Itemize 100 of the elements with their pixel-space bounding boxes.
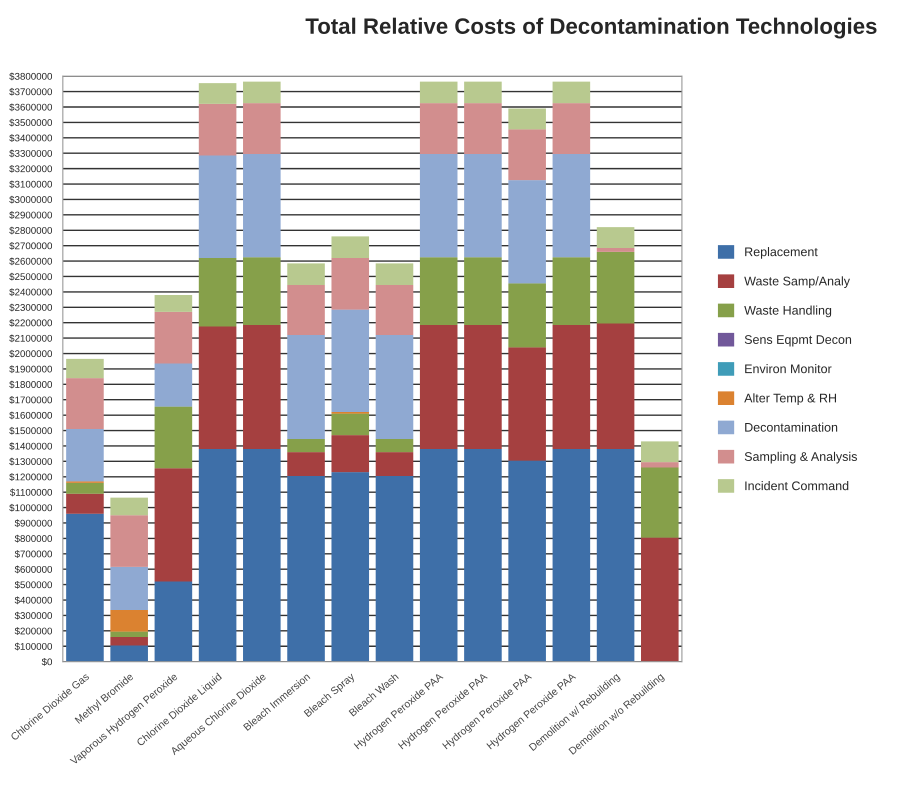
bar (287, 476, 325, 662)
bar (331, 236, 370, 258)
bar (552, 257, 590, 326)
y-tick-label: $3800000 (9, 72, 52, 80)
legend-label: Waste Handling (744, 306, 832, 318)
bar (66, 429, 104, 482)
bar (331, 310, 370, 412)
chart-title: Total Relative Costs of Decontamination Technologies (306, 18, 877, 38)
bar (596, 449, 634, 662)
bar (287, 335, 325, 440)
bar (508, 129, 546, 180)
bar (66, 494, 104, 514)
y-tick-label: $2900000 (9, 211, 52, 220)
bar (198, 326, 236, 450)
bar (110, 610, 148, 632)
bar (198, 258, 236, 327)
bar (331, 258, 370, 310)
y-tick-label: $1500000 (9, 426, 52, 435)
bar (243, 82, 281, 104)
bar (287, 439, 325, 452)
y-tick-label: $500000 (14, 580, 52, 589)
bar (243, 154, 281, 258)
bar (508, 283, 546, 348)
y-tick-label: $1200000 (9, 473, 52, 481)
y-tick-label: $2200000 (9, 319, 52, 327)
y-tick-label: $1300000 (9, 458, 52, 466)
legend-label: Waste Samp/Analy (744, 276, 850, 288)
bar (154, 406, 192, 468)
bar (596, 227, 634, 248)
y-tick-label: $200000 (14, 627, 52, 636)
y-tick-label: $1600000 (9, 411, 52, 420)
y-tick-label: $2100000 (9, 334, 52, 342)
y-tick-label: $3500000 (9, 118, 52, 127)
bar (198, 83, 236, 104)
y-tick-label: $1400000 (9, 442, 52, 450)
bar (376, 335, 414, 440)
bar (287, 263, 325, 285)
bar (420, 325, 458, 450)
bar (508, 460, 546, 662)
bar (464, 449, 502, 662)
bar (641, 462, 679, 468)
legend-label: Incident Command (745, 481, 848, 490)
bar (420, 82, 458, 104)
legend-label: Sampling & Analysis (744, 452, 857, 464)
y-tick-label: $1800000 (9, 380, 52, 389)
y-tick-label: $2300000 (9, 304, 52, 312)
legend-label: Environ Monitor (745, 364, 832, 374)
y-tick-label: $900000 (14, 519, 52, 528)
bar (641, 538, 679, 662)
bar (596, 252, 634, 324)
y-tick-label: $400000 (14, 596, 52, 604)
bar (464, 257, 502, 326)
bar (331, 472, 370, 662)
bar (420, 154, 458, 258)
bar (66, 482, 104, 494)
bar (287, 452, 325, 476)
y-tick-label: $0 (42, 658, 52, 666)
bar (508, 347, 546, 461)
y-tick-label: $1100000 (10, 488, 52, 496)
y-tick-label: $2400000 (9, 288, 52, 296)
bar (420, 257, 458, 326)
bar (508, 180, 546, 284)
bar (331, 435, 370, 472)
bar (552, 154, 590, 258)
bar (66, 358, 104, 378)
y-tick-label: $800000 (14, 534, 52, 543)
y-tick-label: $2500000 (9, 272, 52, 281)
legend-label: Replacement (745, 247, 818, 259)
bar (464, 103, 502, 154)
bar (552, 103, 590, 154)
y-tick-label: $2000000 (9, 350, 52, 358)
bar (110, 637, 148, 646)
bar (331, 414, 370, 436)
y-tick-label: $3600000 (9, 103, 52, 112)
bar (154, 582, 192, 662)
bar (154, 364, 192, 407)
y-tick-label: $2700000 (9, 242, 52, 250)
bar (154, 468, 192, 582)
y-tick-label: $300000 (14, 612, 52, 620)
legend-label: Decontamination (745, 422, 838, 432)
legend-label: Alter Temp & RH (744, 393, 836, 405)
bar (420, 103, 458, 154)
y-tick-label: $3000000 (9, 196, 52, 204)
bar (110, 632, 148, 637)
bar (376, 452, 414, 476)
bar (287, 284, 325, 336)
bar (464, 154, 502, 258)
bar (376, 476, 414, 662)
bar (198, 104, 236, 156)
y-tick-label: $3100000 (9, 180, 52, 188)
bar (641, 441, 679, 462)
bar (552, 325, 590, 450)
bar (66, 514, 104, 662)
bar (243, 257, 281, 326)
y-tick-label: $3700000 (9, 88, 52, 96)
y-tick-label: $1000000 (9, 504, 52, 512)
bar (376, 284, 414, 336)
bar (154, 294, 192, 312)
y-tick-label: $1700000 (9, 396, 52, 404)
bar (243, 449, 281, 662)
